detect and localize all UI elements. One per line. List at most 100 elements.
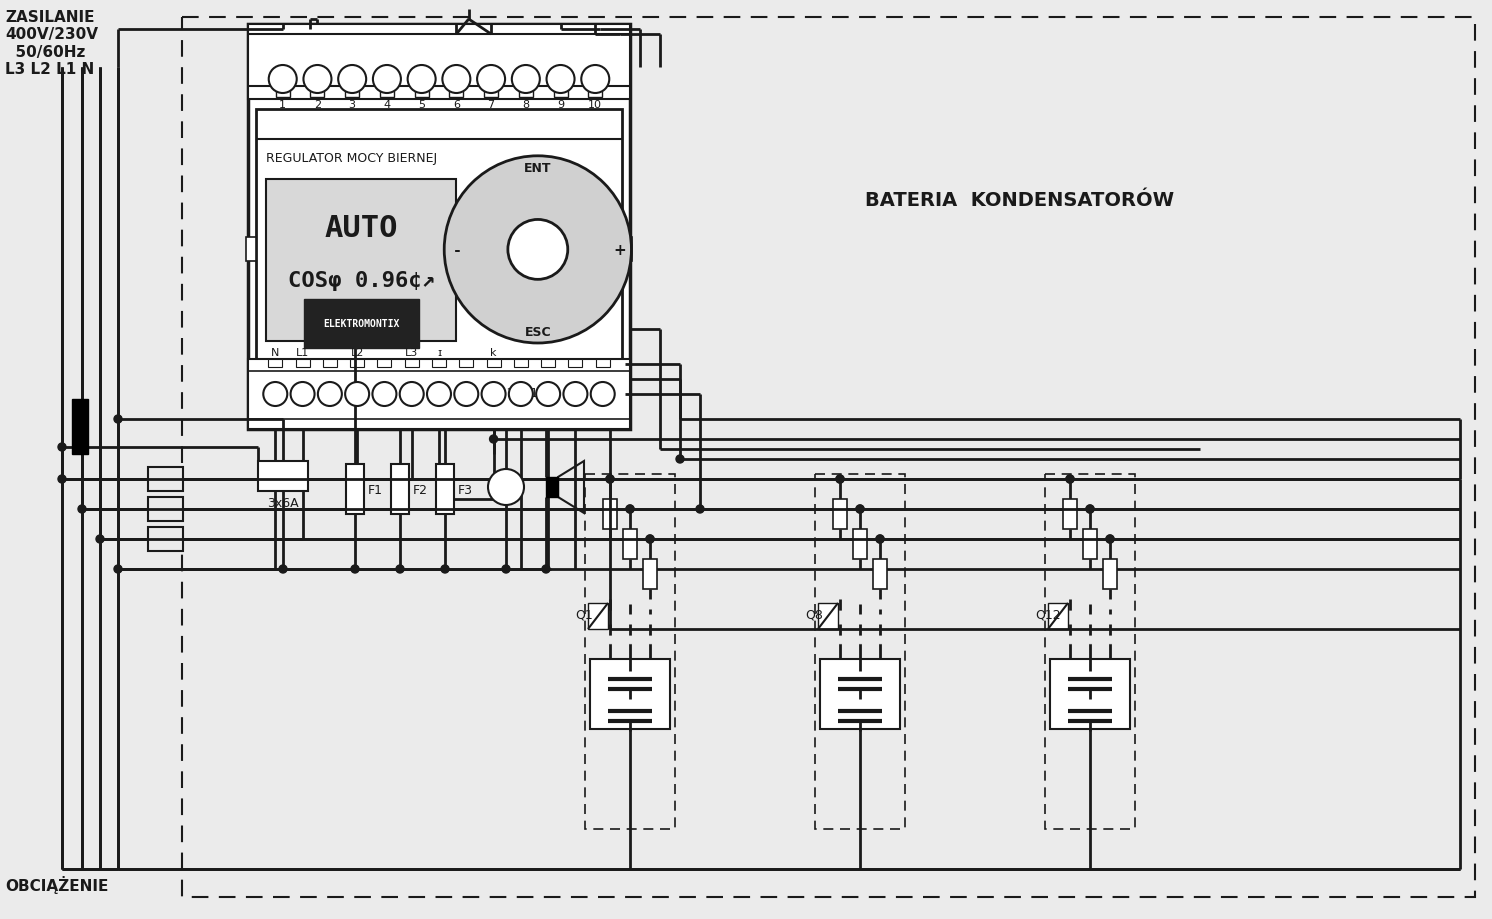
Bar xyxy=(624,529,637,560)
Circle shape xyxy=(507,221,568,280)
Bar xyxy=(589,659,670,729)
Text: N: N xyxy=(272,347,279,357)
Text: 2: 2 xyxy=(313,100,321,110)
Bar xyxy=(148,497,184,521)
Text: REGULATOR MOCY BIERNEJ: REGULATOR MOCY BIERNEJ xyxy=(266,152,437,165)
Circle shape xyxy=(58,444,66,451)
Bar xyxy=(595,359,610,368)
Circle shape xyxy=(836,475,844,483)
Text: Q8: Q8 xyxy=(806,607,824,621)
Circle shape xyxy=(582,66,609,94)
Circle shape xyxy=(542,565,551,573)
Bar xyxy=(519,90,533,98)
Bar xyxy=(1047,604,1068,630)
Bar xyxy=(1103,560,1118,589)
Circle shape xyxy=(876,536,883,543)
Circle shape xyxy=(58,475,66,483)
Circle shape xyxy=(546,66,574,94)
Circle shape xyxy=(113,415,122,424)
Text: 3: 3 xyxy=(349,100,355,110)
Text: 8: 8 xyxy=(522,100,530,110)
Text: L3: L3 xyxy=(406,347,418,357)
Circle shape xyxy=(345,382,369,406)
Circle shape xyxy=(373,382,397,406)
Text: F3: F3 xyxy=(458,483,473,496)
Circle shape xyxy=(856,505,864,514)
Bar xyxy=(1083,529,1097,560)
Circle shape xyxy=(1065,475,1074,483)
Circle shape xyxy=(646,536,653,543)
Circle shape xyxy=(113,565,122,573)
Bar xyxy=(588,90,603,98)
Text: OBCIĄŻENIE: OBCIĄŻENIE xyxy=(4,875,109,893)
Bar xyxy=(643,560,656,589)
Bar xyxy=(258,461,307,492)
Bar xyxy=(404,359,419,368)
Bar xyxy=(72,400,88,455)
Bar xyxy=(449,90,464,98)
Bar xyxy=(853,529,867,560)
Text: ɪ: ɪ xyxy=(437,347,442,357)
Circle shape xyxy=(442,66,470,94)
Bar xyxy=(182,18,1476,897)
Circle shape xyxy=(676,456,683,463)
Bar xyxy=(546,478,558,497)
Bar xyxy=(248,359,630,429)
Circle shape xyxy=(318,382,342,406)
Bar xyxy=(276,90,289,98)
Bar xyxy=(266,180,457,342)
Bar xyxy=(377,359,391,368)
Text: F2: F2 xyxy=(413,483,428,496)
Circle shape xyxy=(488,470,524,505)
Bar xyxy=(246,238,257,262)
Circle shape xyxy=(263,382,288,406)
Circle shape xyxy=(482,382,506,406)
Text: ENT: ENT xyxy=(524,162,552,175)
Bar xyxy=(542,359,555,368)
Circle shape xyxy=(876,536,883,543)
Bar xyxy=(815,474,906,829)
Text: 10: 10 xyxy=(588,100,603,110)
Text: k: k xyxy=(491,347,497,357)
Circle shape xyxy=(279,565,286,573)
Text: 9: 9 xyxy=(557,100,564,110)
Text: F1: F1 xyxy=(369,483,383,496)
Bar xyxy=(248,25,630,100)
Bar xyxy=(833,499,847,529)
Circle shape xyxy=(427,382,451,406)
Text: Q1: Q1 xyxy=(574,607,592,621)
Circle shape xyxy=(836,475,844,483)
Bar xyxy=(415,90,428,98)
Bar xyxy=(148,468,184,492)
Circle shape xyxy=(1065,475,1074,483)
Bar xyxy=(585,474,674,829)
Text: +: + xyxy=(613,243,627,257)
Text: COSφ 0.96¢↗: COSφ 0.96¢↗ xyxy=(288,270,434,290)
Text: 1: 1 xyxy=(279,100,286,110)
Circle shape xyxy=(501,565,510,573)
Bar xyxy=(351,359,364,368)
Circle shape xyxy=(606,475,615,483)
Circle shape xyxy=(303,66,331,94)
Text: L2: L2 xyxy=(351,347,364,357)
Bar xyxy=(380,90,394,98)
Bar xyxy=(821,659,900,729)
Bar xyxy=(460,359,473,368)
Circle shape xyxy=(351,565,360,573)
Circle shape xyxy=(78,505,87,514)
Bar xyxy=(554,90,567,98)
Bar xyxy=(603,499,618,529)
Text: ELEKTROMONTIX: ELEKTROMONTIX xyxy=(322,319,400,329)
Text: -: - xyxy=(449,243,461,257)
Bar xyxy=(873,560,888,589)
Text: BATERIA  KONDENSATORÓW: BATERIA KONDENSATORÓW xyxy=(865,190,1174,210)
Bar xyxy=(486,359,501,368)
Text: AL  12  11: AL 12 11 xyxy=(483,387,546,400)
Circle shape xyxy=(627,505,634,514)
Bar xyxy=(436,464,454,515)
Bar xyxy=(1062,499,1077,529)
Circle shape xyxy=(1106,536,1115,543)
Circle shape xyxy=(407,66,436,94)
Text: 6: 6 xyxy=(454,100,460,110)
Bar xyxy=(483,90,498,98)
